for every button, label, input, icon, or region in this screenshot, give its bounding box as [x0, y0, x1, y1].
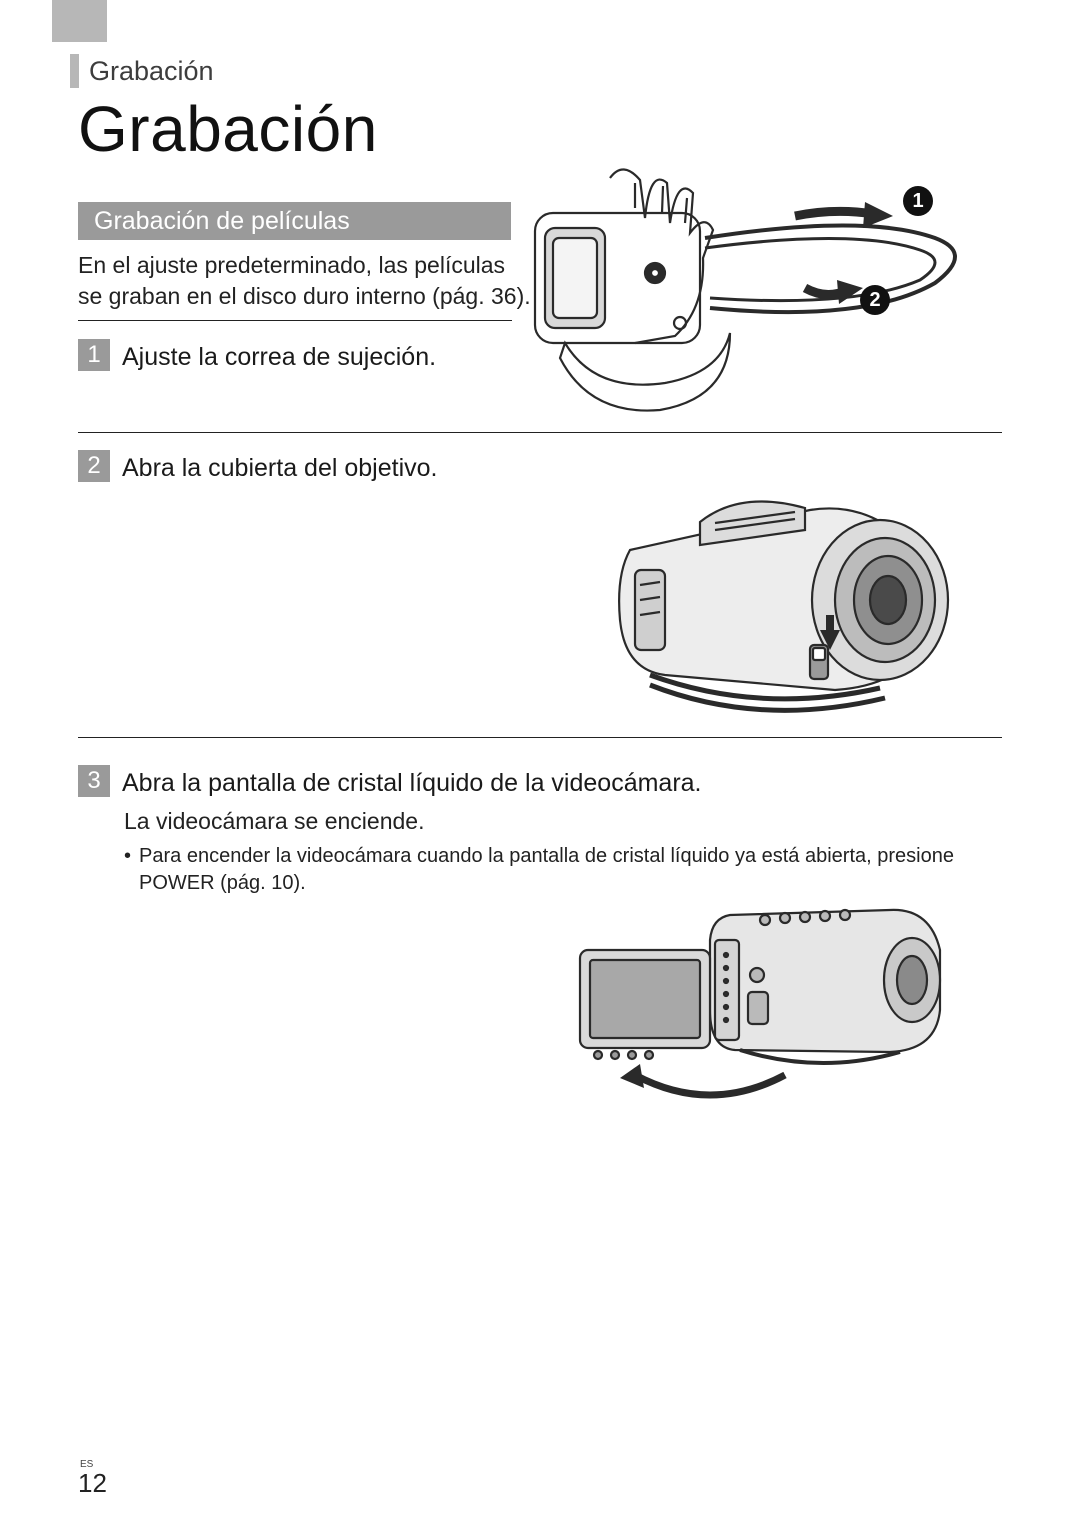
- illustration-lens-cover: [580, 490, 990, 720]
- page-number: 12: [78, 1468, 107, 1499]
- step-1-text: Ajuste la correa de sujeción.: [122, 339, 436, 374]
- callout-badge-1: 1: [903, 186, 933, 216]
- section-label: Grabación: [89, 56, 214, 87]
- subheader-text: Grabación de películas: [94, 207, 350, 236]
- page-number-block: ES 12: [78, 1459, 107, 1499]
- callout-badge-2: 2: [860, 285, 890, 315]
- step-3-subtext: La videocámara se enciende.: [124, 806, 994, 837]
- step-number-badge: 2: [78, 450, 110, 482]
- subheader-bar: Grabación de películas: [78, 202, 511, 240]
- step-number-badge: 3: [78, 765, 110, 797]
- step-2-row: 2 Abra la cubierta del objetivo.: [78, 450, 437, 485]
- section-label-row: Grabación: [70, 54, 214, 88]
- divider-full-2: [78, 737, 1002, 738]
- divider-full-1: [78, 432, 1002, 433]
- step-3-text: Abra la pantalla de cristal líquido de l…: [122, 765, 702, 800]
- page-title: Grabación: [78, 92, 378, 166]
- top-tab-marker: [52, 0, 107, 42]
- intro-paragraph: En el ajuste predeterminado, las películ…: [78, 250, 533, 312]
- divider-short: [78, 320, 512, 321]
- bullet-dot-icon: •: [124, 843, 131, 897]
- step-number-badge: 1: [78, 339, 110, 371]
- illustration-open-lcd: [560, 880, 960, 1100]
- step-3-row: 3 Abra la pantalla de cristal líquido de…: [78, 765, 702, 800]
- step-2-text: Abra la cubierta del objetivo.: [122, 450, 437, 485]
- step-1-row: 1 Ajuste la correa de sujeción.: [78, 339, 436, 374]
- section-label-bar: [70, 54, 79, 88]
